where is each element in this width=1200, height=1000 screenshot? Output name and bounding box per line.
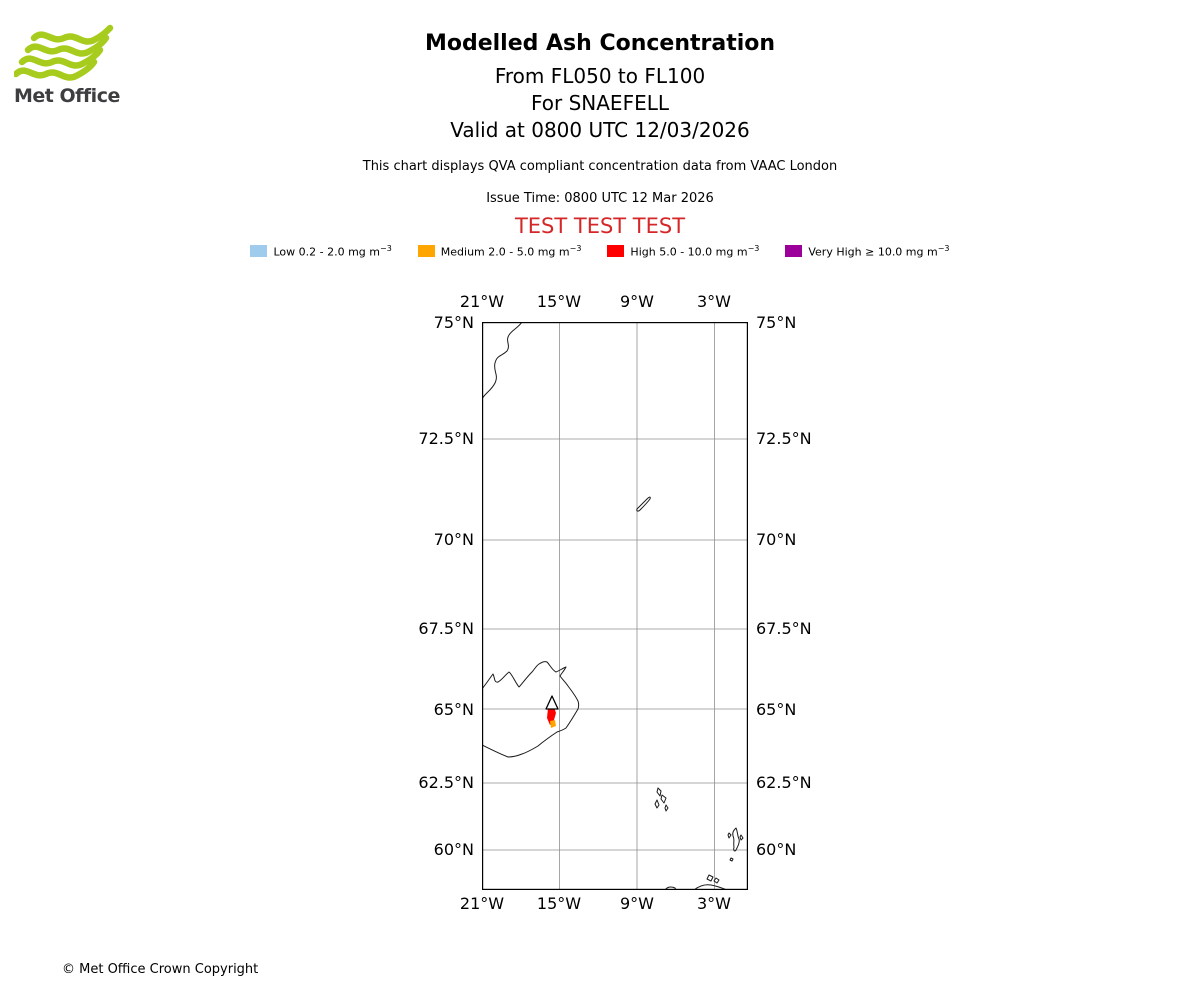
jan-mayen-island	[636, 496, 651, 512]
lon-label-top-9w: 9°W	[620, 292, 654, 311]
lat-label-left-60n: 60°N	[433, 840, 474, 859]
lon-label-bottom-15w: 15°W	[536, 894, 582, 913]
legend-item-high: High 5.0 - 10.0 mg m−3	[607, 244, 759, 259]
ash-medium-polygon	[550, 720, 556, 728]
met-office-logo-text: Met Office	[14, 85, 120, 107]
faroe-islands	[654, 787, 669, 812]
map-canvas	[482, 322, 748, 890]
lat-label-right-65n: 65°N	[756, 700, 797, 719]
issue-time: Issue Time: 0800 UTC 12 Mar 2026	[486, 191, 714, 206]
lon-label-bottom-21w: 21°W	[459, 894, 505, 913]
lon-label-top-3w: 3°W	[697, 292, 731, 311]
lat-label-left-75n: 75°N	[433, 313, 474, 332]
lon-label-top-21w: 21°W	[459, 292, 505, 311]
legend-item-very-high: Very High ≥ 10.0 mg m−3	[785, 244, 950, 259]
legend-label-medium: Medium 2.0 - 5.0 mg m−3	[440, 244, 582, 259]
lat-label-left-62-5n: 62.5°N	[418, 773, 474, 792]
met-office-logo: Met Office	[14, 22, 144, 107]
ash-concentration-area	[547, 707, 556, 728]
subtitle-volcano: For SNAEFELL	[530, 91, 669, 115]
high-swatch	[607, 245, 625, 258]
legend-label-high: High 5.0 - 10.0 mg m−3	[630, 244, 760, 259]
page-title: Modelled Ash Concentration	[424, 31, 776, 56]
greenland-coast	[482, 322, 523, 400]
subtitle-flight-levels: From FL050 to FL100	[494, 64, 706, 88]
graticule-grid	[482, 322, 748, 890]
lat-label-left-72-5n: 72.5°N	[418, 429, 474, 448]
lat-label-right-70n: 70°N	[756, 530, 797, 549]
crown-copyright: © Met Office Crown Copyright	[62, 962, 259, 977]
qva-description: This chart displays QVA compliant concen…	[362, 159, 838, 174]
subtitle-valid-time: Valid at 0800 UTC 12/03/2026	[450, 118, 750, 142]
test-banner: TEST TEST TEST	[514, 214, 686, 238]
legend-item-low: Low 0.2 - 2.0 mg m−3	[250, 244, 392, 259]
map-border	[482, 322, 748, 890]
lat-label-right-72-5n: 72.5°N	[756, 429, 812, 448]
very-high-swatch	[785, 245, 803, 258]
shetland-islands	[727, 827, 744, 862]
low-swatch	[250, 245, 268, 258]
lon-label-top-15w: 15°W	[536, 292, 582, 311]
ash-high-polygon	[547, 707, 556, 725]
medium-swatch	[417, 245, 435, 258]
lat-label-left-70n: 70°N	[433, 530, 474, 549]
met-office-waves-icon	[14, 24, 114, 81]
lat-label-left-65n: 65°N	[433, 700, 474, 719]
legend-label-low: Low 0.2 - 2.0 mg m−3	[273, 244, 392, 259]
lon-label-bottom-3w: 3°W	[697, 894, 731, 913]
legend-label-very-high: Very High ≥ 10.0 mg m−3	[808, 244, 950, 259]
orkney-and-scotland-coast	[664, 874, 728, 890]
snaefell-volcano-marker	[545, 695, 559, 710]
lat-label-right-75n: 75°N	[756, 313, 797, 332]
lat-label-right-67-5n: 67.5°N	[756, 619, 812, 638]
lon-label-bottom-9w: 9°W	[620, 894, 654, 913]
lat-label-right-62-5n: 62.5°N	[756, 773, 812, 792]
iceland-coast	[482, 661, 580, 758]
lat-label-right-60n: 60°N	[756, 840, 797, 859]
legend-item-medium: Medium 2.0 - 5.0 mg m−3	[417, 244, 582, 259]
lat-label-left-67-5n: 67.5°N	[418, 619, 474, 638]
concentration-legend: Low 0.2 - 2.0 mg m−3 Medium 2.0 - 5.0 mg…	[0, 244, 1200, 259]
